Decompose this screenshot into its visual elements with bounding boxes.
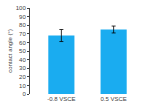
svg-text:70: 70 — [19, 31, 26, 37]
svg-text:-0.8 VSCE: -0.8 VSCE — [47, 96, 75, 102]
svg-text:50: 50 — [19, 48, 26, 54]
svg-text:20: 20 — [19, 74, 26, 80]
svg-text:40: 40 — [19, 57, 26, 63]
svg-text:30: 30 — [19, 65, 26, 71]
svg-text:100: 100 — [16, 5, 27, 11]
svg-text:0.5 VSCE: 0.5 VSCE — [100, 96, 126, 102]
svg-text:contact angle (°): contact angle (°) — [7, 29, 13, 73]
svg-text:80: 80 — [19, 22, 26, 28]
svg-text:90: 90 — [19, 14, 26, 20]
svg-text:60: 60 — [19, 40, 26, 46]
svg-text:10: 10 — [19, 83, 26, 89]
svg-text:0: 0 — [22, 91, 26, 97]
